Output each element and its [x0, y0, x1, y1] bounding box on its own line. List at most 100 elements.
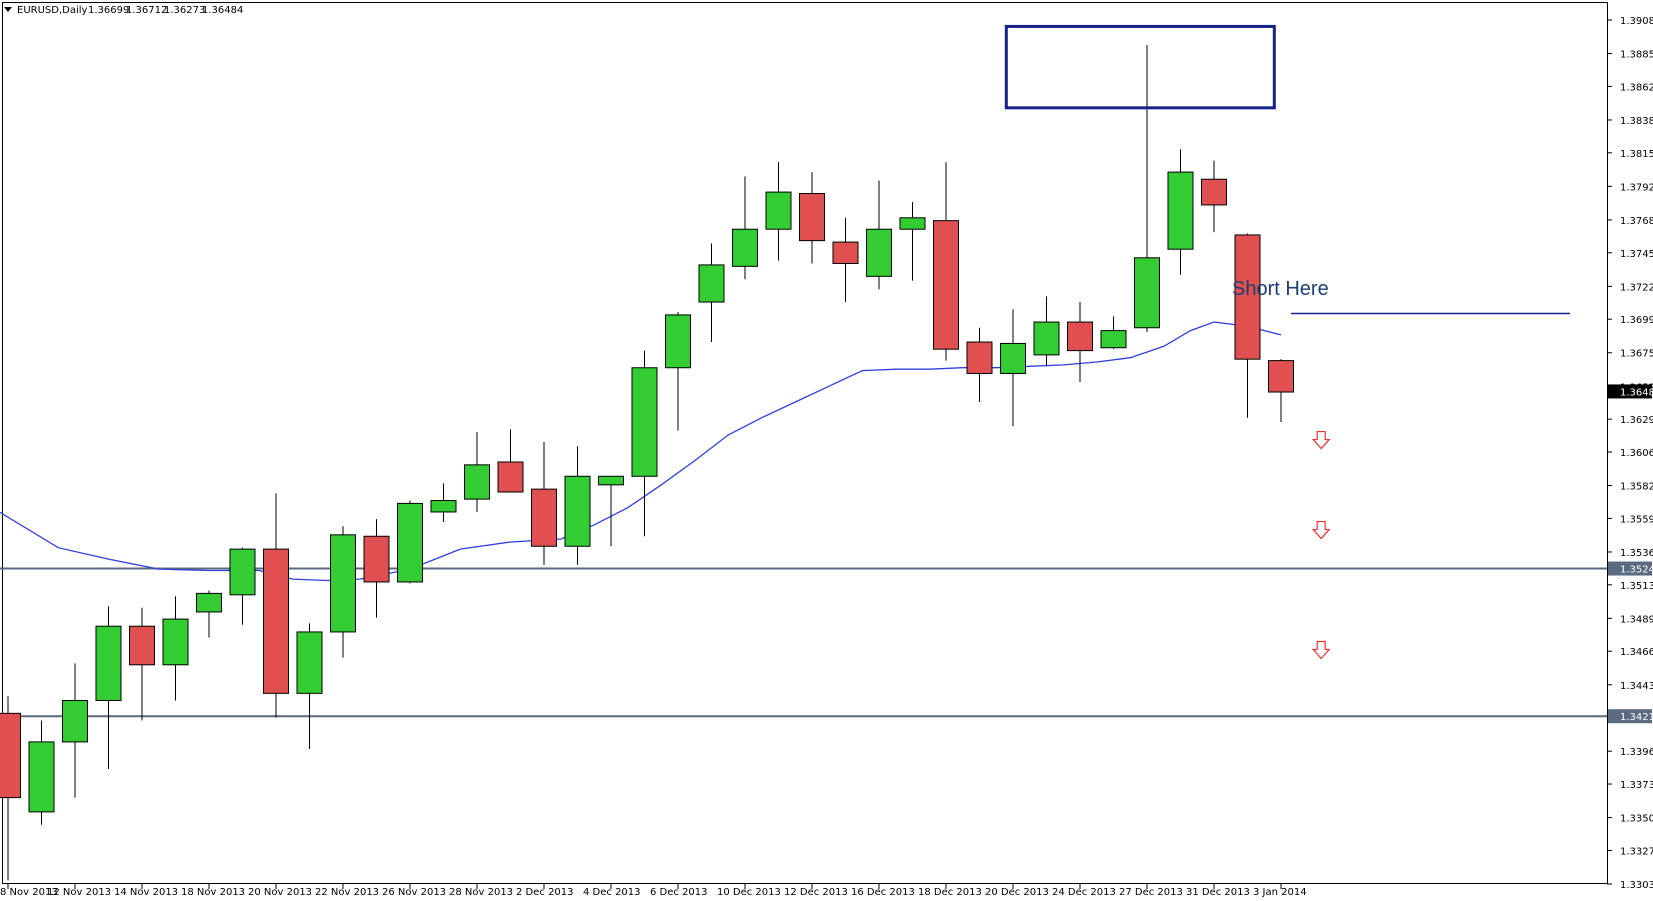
candle-body-bearish [832, 241, 859, 264]
candle-body-bullish [631, 367, 658, 477]
y-tick-label: 1.38155 [1620, 149, 1653, 160]
candle-body-bearish [933, 220, 959, 350]
x-tick-label: 18 Nov 2013 [181, 887, 245, 898]
candle-body-bullish [866, 228, 892, 277]
y-tick-label: 1.33035 [1620, 880, 1653, 891]
support-price-box [1608, 709, 1652, 724]
candle-body-bearish [1201, 178, 1227, 206]
y-tick-label: 1.35595 [1620, 514, 1653, 525]
candle-body-bearish [0, 712, 21, 799]
current-price-label: 1.36484 [1620, 387, 1653, 398]
candle-body-bullish [196, 592, 222, 613]
y-tick-label: 1.33735 [1620, 780, 1653, 791]
x-tick-label: 12 Dec 2013 [784, 887, 848, 898]
y-tick-label: 1.35130 [1620, 581, 1653, 592]
x-tick-label: 2 Dec 2013 [516, 887, 574, 898]
support-price-label: 1.35244 [1620, 565, 1653, 576]
x-tick-label: 26 Nov 2013 [382, 887, 446, 898]
y-tick-label: 1.38850 [1620, 50, 1653, 61]
y-tick-label: 1.35360 [1620, 548, 1653, 559]
candle-body-bearish [497, 461, 524, 493]
y-tick-label: 1.38620 [1620, 82, 1653, 93]
candle-body-bullish [598, 475, 624, 486]
candle-body-bullish [1134, 257, 1160, 329]
y-tick-label: 1.37685 [1620, 216, 1653, 227]
x-tick-label: 18 Dec 2013 [918, 887, 982, 898]
y-tick-label: 1.35825 [1620, 482, 1653, 493]
candle-body-bearish [966, 341, 993, 374]
plot-border [2, 2, 1608, 884]
x-tick-label: 22 Nov 2013 [315, 887, 379, 898]
short-here-label: Short Here [1232, 278, 1329, 300]
support-price-box [1608, 561, 1652, 576]
x-tick-label: 8 Nov 2013 [0, 887, 58, 898]
x-tick-label: 20 Nov 2013 [248, 887, 312, 898]
header-close: 1.36484 [202, 5, 243, 16]
y-tick-label: 1.34430 [1620, 681, 1653, 692]
candle-body-bullish [698, 264, 725, 303]
x-tick-label: 6 Dec 2013 [650, 887, 708, 898]
header-symbol: EURUSD,Daily [17, 5, 88, 16]
resistance-box [1004, 24, 1276, 110]
candle-body-bullish [765, 191, 792, 230]
candle-body-bearish [799, 193, 825, 242]
x-tick-label: 14 Nov 2013 [114, 887, 178, 898]
symbol-dropdown-icon[interactable] [4, 7, 12, 12]
y-tick-label: 1.36755 [1620, 349, 1653, 360]
y-tick-label: 1.36990 [1620, 315, 1653, 326]
candle-body-bearish [363, 535, 390, 583]
candle-body-bullish [665, 314, 691, 369]
candle-body-bullish [430, 500, 457, 513]
y-tick-label: 1.33965 [1620, 747, 1653, 758]
x-tick-label: 31 Dec 2013 [1186, 887, 1250, 898]
y-tick-label: 1.36290 [1620, 415, 1653, 426]
x-tick-label: 20 Dec 2013 [985, 887, 1049, 898]
down-arrow-icon [1311, 640, 1331, 660]
x-tick-label: 3 Jan 2014 [1253, 887, 1307, 898]
x-tick-label: 4 Dec 2013 [583, 887, 641, 898]
candle-body-bullish [296, 631, 323, 694]
x-tick-label: 27 Dec 2013 [1119, 887, 1183, 898]
y-tick-label: 1.34895 [1620, 614, 1653, 625]
candle-body-bearish [1067, 321, 1093, 352]
x-tick-label: 16 Dec 2013 [851, 887, 915, 898]
candle-body-bullish [732, 228, 758, 267]
current-price-box [1608, 384, 1652, 399]
y-axis: 1.39085 1.38850 1.38620 1.38385 1.38155 1.379… [1607, 16, 1653, 891]
x-tick-label: 12 Nov 2013 [47, 887, 111, 898]
candle-body-bullish [1100, 330, 1127, 349]
candle-body-bearish [1268, 360, 1294, 393]
y-tick-label: 1.39085 [1620, 16, 1653, 27]
y-tick-label: 1.33270 [1620, 846, 1653, 857]
y-tick-label: 1.34665 [1620, 647, 1653, 658]
x-tick-label: 28 Nov 2013 [449, 887, 513, 898]
candle-body-bullish [1033, 321, 1060, 356]
y-tick-label: 1.37455 [1620, 249, 1653, 260]
y-tick-label: 1.33500 [1620, 814, 1653, 825]
y-tick-label: 1.38385 [1620, 116, 1653, 127]
x-tick-label: 10 Dec 2013 [717, 887, 781, 898]
y-tick-label: 1.37920 [1620, 182, 1653, 193]
y-tick-label: 1.36060 [1620, 448, 1653, 459]
candle-body-bullish [62, 699, 88, 743]
candle-body-bullish [464, 464, 490, 500]
candle-body-bullish [95, 625, 122, 701]
candle-body-bullish [1000, 342, 1026, 374]
down-arrow-icon [1311, 520, 1331, 540]
candle-body-bullish [28, 741, 55, 813]
candle-body-bullish [397, 502, 423, 583]
header-open: 1.36699 [88, 5, 129, 16]
y-tick-label: 1.37220 [1620, 282, 1653, 293]
candle-body-bullish [162, 618, 189, 666]
candle-body-bearish [1234, 234, 1261, 360]
annotations-layer: Short Here [1004, 24, 1570, 660]
candles-layer [0, 44, 1294, 881]
candle-body-bullish [899, 217, 926, 230]
candle-body-bullish [564, 475, 591, 547]
candle-body-bearish [129, 625, 155, 666]
candle-body-bearish [263, 548, 289, 694]
x-tick-label: 24 Dec 2013 [1052, 887, 1116, 898]
candle-body-bullish [330, 534, 356, 633]
